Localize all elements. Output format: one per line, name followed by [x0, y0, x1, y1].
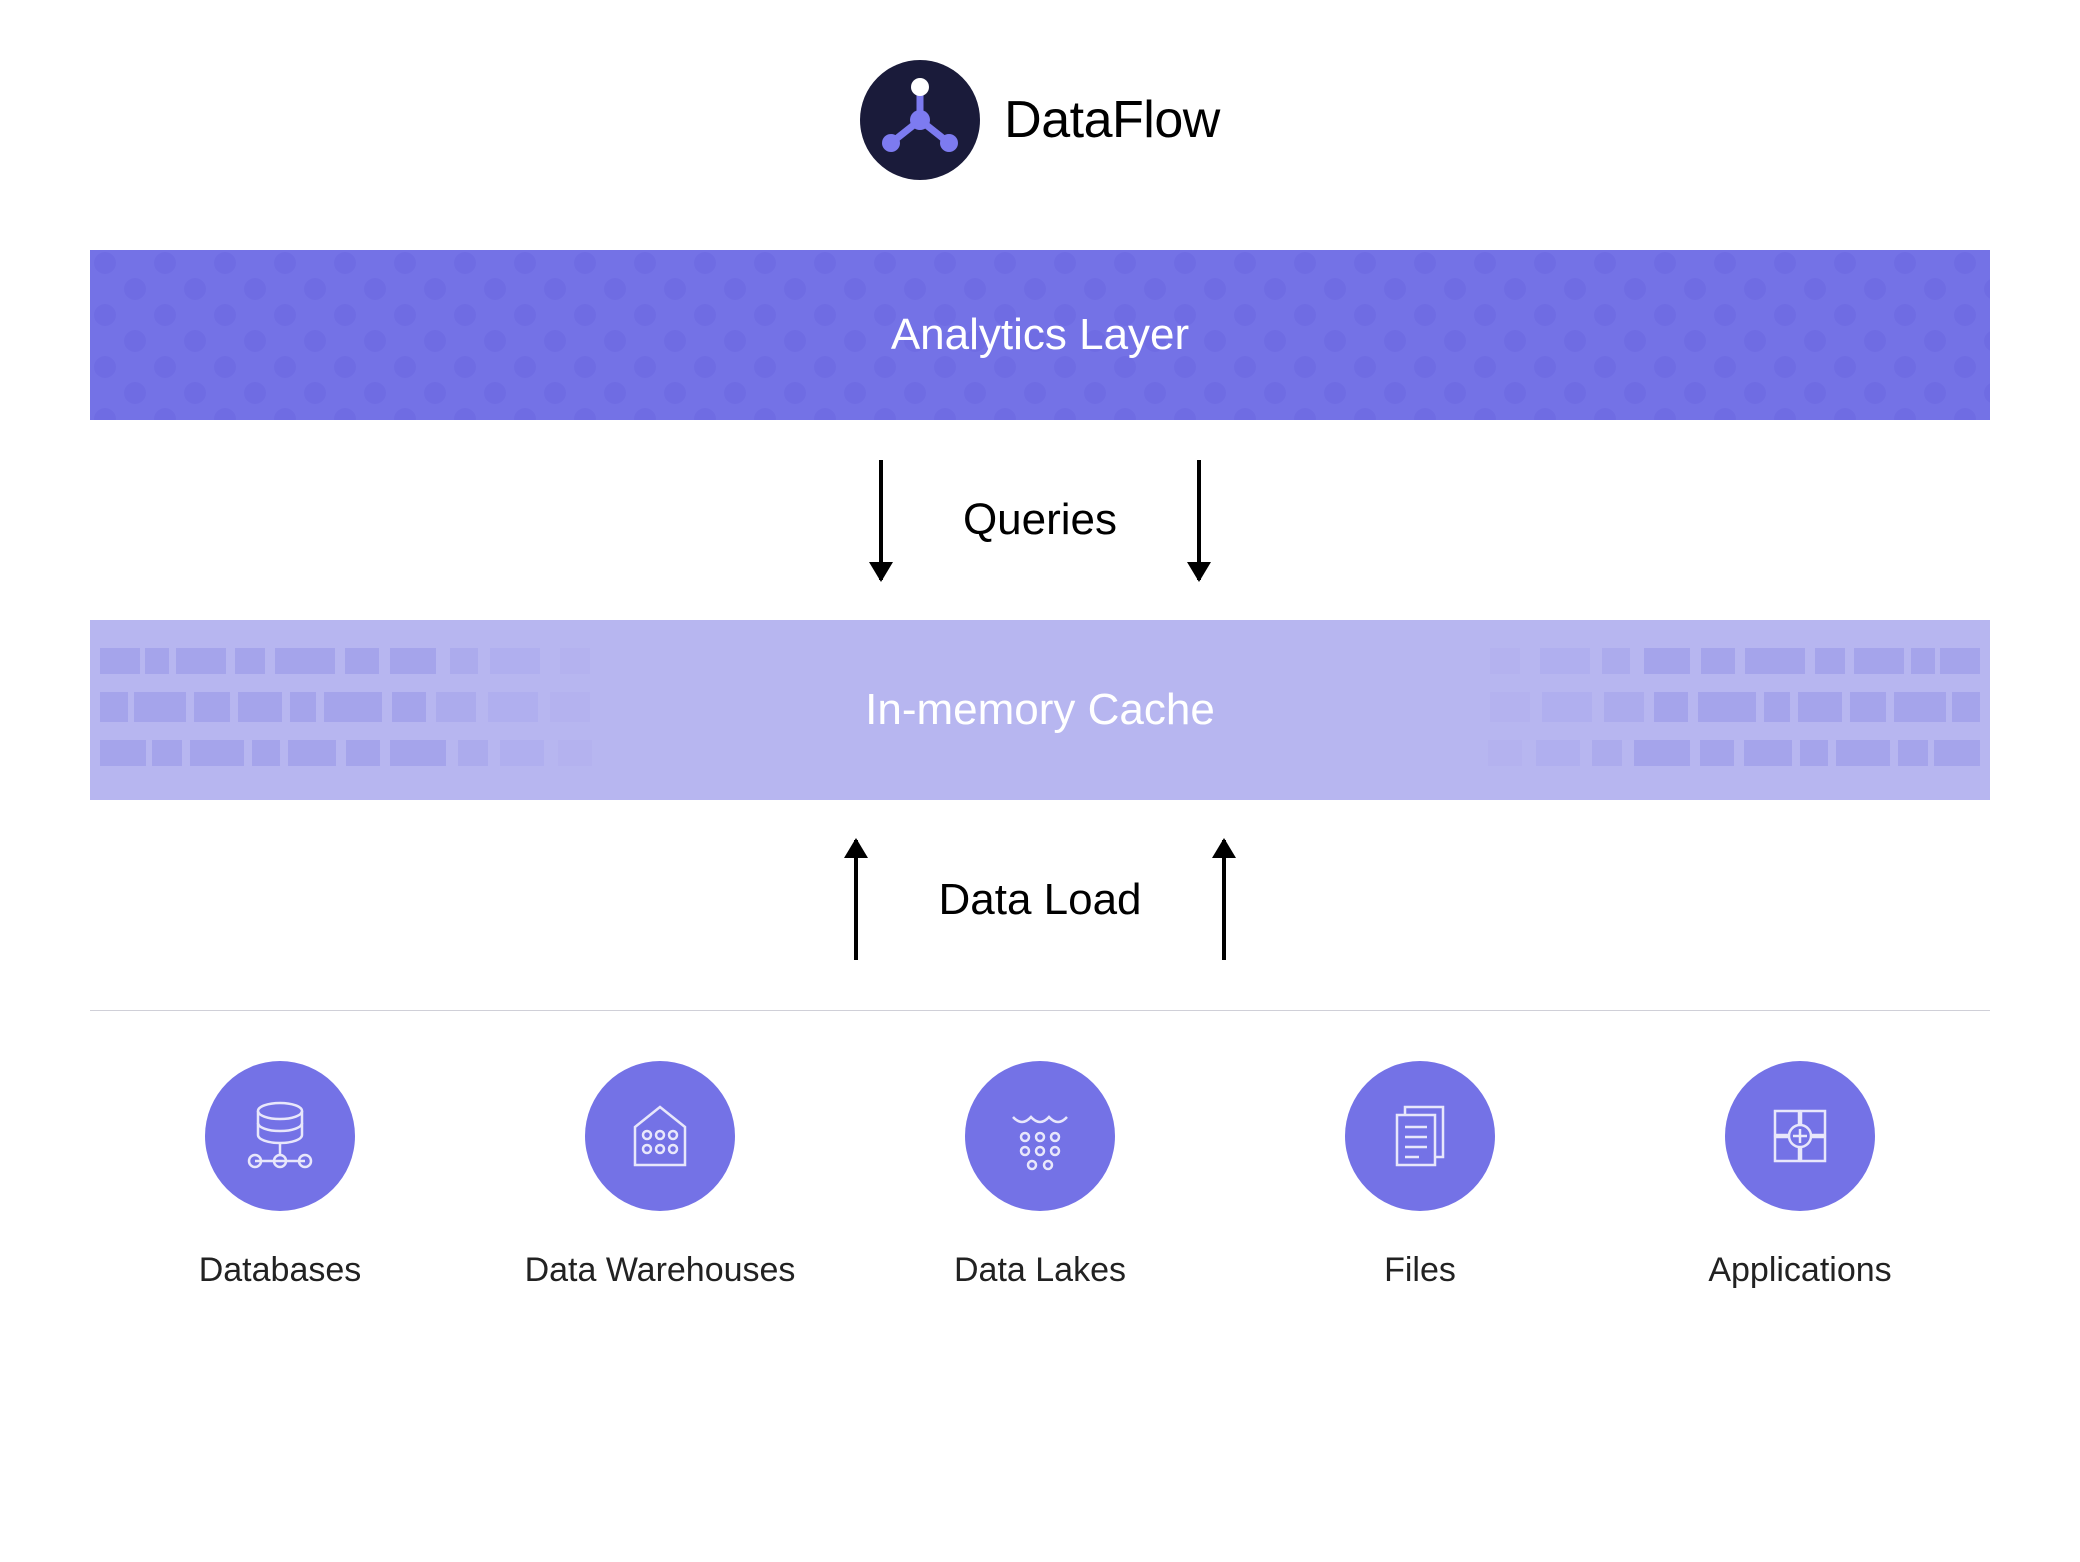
source-label: Data Warehouses [525, 1251, 796, 1290]
source-label: Files [1384, 1251, 1456, 1290]
arrow-down-icon [1197, 460, 1201, 580]
arrow-up-icon [854, 840, 858, 960]
spinner-icon [875, 75, 965, 165]
lake-icon [965, 1061, 1115, 1211]
dataload-label: Data Load [938, 875, 1141, 925]
source-label: Applications [1708, 1251, 1891, 1290]
source-applications: Applications [1629, 1061, 1971, 1290]
diagram-container: DataFlow Analytics Layer Queries [90, 60, 1990, 1502]
divider [90, 1010, 1990, 1011]
database-icon [205, 1061, 355, 1211]
arrow-down-icon [879, 460, 883, 580]
dataload-row: Data Load [90, 820, 1990, 980]
queries-label: Queries [963, 495, 1117, 545]
sources-row: Databases Data Warehouses [90, 1061, 1990, 1290]
source-lakes: Data Lakes [869, 1061, 1211, 1290]
brand-header: DataFlow [860, 60, 1220, 180]
queries-row: Queries [90, 440, 1990, 600]
source-warehouses: Data Warehouses [489, 1061, 831, 1290]
arrow-up-icon [1222, 840, 1226, 960]
brand-logo [860, 60, 980, 180]
apps-icon [1725, 1061, 1875, 1211]
brand-name: DataFlow [1004, 90, 1220, 150]
analytics-layer: Analytics Layer [90, 250, 1990, 420]
source-label: Data Lakes [954, 1251, 1126, 1290]
source-databases: Databases [109, 1061, 451, 1290]
cache-title: In-memory Cache [865, 685, 1215, 735]
source-label: Databases [199, 1251, 362, 1290]
cache-layer: In-memory Cache [90, 620, 1990, 800]
source-files: Files [1249, 1061, 1591, 1290]
files-icon [1345, 1061, 1495, 1211]
analytics-title: Analytics Layer [891, 310, 1189, 360]
warehouse-icon [585, 1061, 735, 1211]
